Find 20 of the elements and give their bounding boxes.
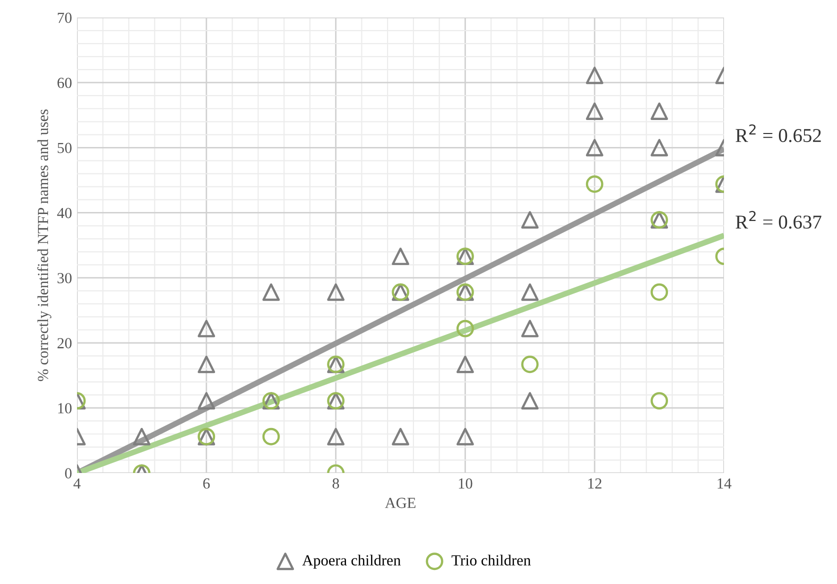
y-axis-title: % correctly identified NTFP names and uses	[37, 110, 52, 382]
legend-label: Trio children	[452, 554, 531, 566]
x-tick-label: 6	[203, 478, 210, 489]
x-axis-title: AGE	[384, 498, 416, 508]
y-tick-label: 40	[57, 208, 72, 218]
x-tick-label: 4	[73, 478, 81, 488]
annotation: R$^{2}$ = 0.637	[736, 210, 822, 229]
x-tick-label: 10	[458, 478, 472, 489]
annotation: R$^{2}$ = 0.652	[736, 124, 821, 142]
y-tick-label: 50	[58, 142, 72, 154]
y-tick-label: 70	[58, 12, 72, 23]
y-tick-label: 60	[58, 78, 72, 88]
x-tick-label: 12	[588, 478, 602, 488]
y-tick-label: 30	[58, 272, 72, 284]
y-tick-label: 10	[58, 403, 72, 414]
x-tick-label: 8	[332, 478, 340, 489]
y-tick-label: 0	[65, 468, 72, 478]
legend-label: Apoera children	[302, 554, 401, 569]
x-tick-label: 14	[718, 478, 732, 488]
y-tick-label: 20	[58, 338, 72, 348]
